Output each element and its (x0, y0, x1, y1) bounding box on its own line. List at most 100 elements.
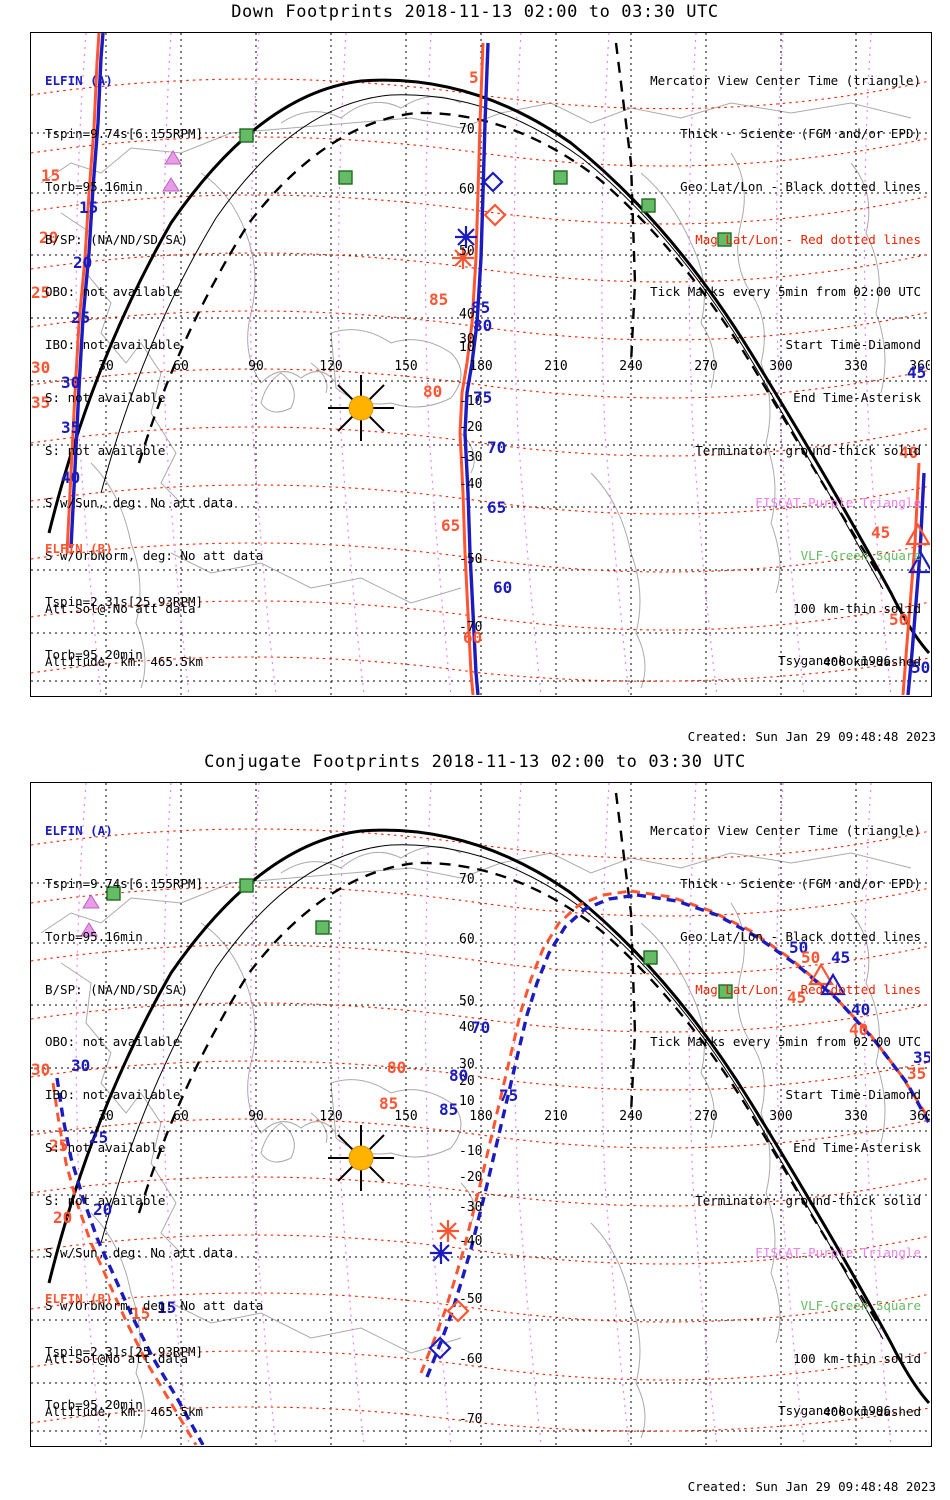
panel-title: Conjugate Footprints 2018-11-13 02:00 to… (204, 752, 746, 772)
svg-text:40: 40 (851, 1000, 870, 1019)
legend-block: Mercator View Center Time (triangle) Thi… (650, 37, 921, 696)
svg-text:45: 45 (871, 523, 890, 542)
center-triangle-a (908, 550, 930, 574)
track-elfin-b-mid (458, 42, 485, 695)
svg-text:25: 25 (89, 1128, 108, 1147)
center-triangle-b (808, 962, 834, 986)
legend-item-10: 100 km-thin solid (793, 1351, 921, 1366)
svg-text:45: 45 (831, 948, 850, 967)
legend-item-9: VLF-Green Square (800, 548, 921, 564)
model-label: Tsyganenko-1996 (778, 1403, 891, 1418)
svg-text:360: 360 (909, 359, 930, 374)
svg-text:45: 45 (907, 363, 926, 382)
mag-graticule (31, 78, 930, 682)
elfin-a-line-8: S w/OrbNorm, deg: No att data (45, 548, 264, 564)
svg-text:30: 30 (31, 358, 50, 377)
svg-text:150: 150 (394, 359, 417, 374)
panel-conjugate-footprints: Conjugate Footprints 2018-11-13 02:00 to… (0, 750, 950, 1500)
legend-item-1: Thick - Science (FGM and/or EPD) (680, 125, 921, 141)
legend-item-6: End Time-Asterisk (793, 389, 921, 405)
svg-text:35: 35 (31, 393, 50, 412)
svg-text:330: 330 (844, 359, 867, 374)
elfin-a-line-7: S w/Sun, deg: No att data (45, 495, 234, 511)
svg-text:10: 10 (459, 340, 475, 355)
svg-text:40: 40 (459, 1020, 475, 1035)
elfin-a-info: ELFIN (A) Tspin=9.74s[6.155RPM] Torb=95.… (45, 787, 264, 1446)
legend-item-9: VLF-Green Square (800, 1298, 921, 1314)
track-elfin-a-mid (463, 42, 490, 695)
elfin-a-line-2: B/SP: (NA/ND/SD/SA) (45, 981, 188, 997)
svg-text:60: 60 (173, 1109, 189, 1124)
elfin-a-line-5: S: not available (45, 1139, 166, 1155)
map-canvas: 30 60 90 120 150 180 210 240 270 300 330 360 70 6… (31, 783, 930, 1445)
sun-icon (328, 375, 394, 441)
legend-item-11: 400 km-dashed (823, 1403, 921, 1419)
svg-text:75: 75 (473, 388, 492, 407)
svg-text:360: 360 (909, 1109, 930, 1124)
elfin-a-line-9: Att.Sol@:No att data (45, 601, 196, 616)
svg-text:300: 300 (769, 1109, 792, 1124)
svg-text:-10: -10 (459, 1144, 482, 1159)
vlf-icon (239, 128, 732, 247)
legend-item-8: EISCAT-Purple Triangle (755, 495, 921, 511)
map-canvas: 30 60 90 120 150 180 210 240 270 300 330 360 70 6… (31, 33, 930, 695)
svg-text:30: 30 (459, 1057, 475, 1072)
svg-text:5: 5 (469, 68, 479, 87)
svg-text:30: 30 (31, 1060, 50, 1079)
svg-text:30: 30 (459, 332, 475, 347)
svg-text:20: 20 (53, 1208, 72, 1227)
terminator-400km (137, 111, 883, 579)
svg-text:40: 40 (849, 1020, 868, 1039)
map-frame[interactable]: 30 60 90 120 150 180 210 240 270 300 330 360 70 6… (30, 782, 932, 1447)
svg-text:150: 150 (394, 1109, 417, 1124)
svg-text:25: 25 (49, 1136, 68, 1155)
svg-text:90: 90 (248, 1109, 264, 1124)
svg-text:30: 30 (98, 1109, 114, 1124)
track-elfin-b-mid (419, 889, 632, 1374)
elfin-a-line-8: S w/OrbNorm, deg: No att data (45, 1298, 264, 1314)
elfin-b-info: ELFIN (B) Tspin=2.31s[25.93RPM] Torb=95.… (45, 505, 263, 696)
svg-text:70: 70 (459, 872, 475, 887)
map-frame[interactable]: 30 60 90 120 150 180 210 240 270 300 330 360 70 6… (30, 32, 932, 697)
elfin-a-line-10: Altitude, km: 465.5km (45, 1403, 204, 1419)
svg-text:80: 80 (387, 1058, 406, 1077)
svg-text:240: 240 (619, 1109, 642, 1124)
svg-text:25: 25 (31, 283, 50, 302)
end-asterisk-a (430, 1242, 452, 1264)
created-label: Created: Sun Jan 29 09:48:48 2023 (687, 1479, 936, 1494)
elfin-b-line-0: Tspin=2.31s[25.93RPM] (45, 1343, 204, 1359)
legend-item-5: Start Time-Diamond (785, 337, 921, 353)
svg-text:-60: -60 (459, 1352, 482, 1367)
lon-axis-labels: 30 60 90 120 150 180 210 240 270 300 330 360 (98, 1109, 930, 1124)
svg-text:120: 120 (319, 359, 342, 374)
svg-text:70: 70 (487, 438, 506, 457)
svg-text:50: 50 (459, 244, 475, 259)
svg-text:85: 85 (439, 1100, 458, 1119)
svg-text:-40: -40 (459, 1234, 482, 1249)
elfin-a-line-0: Tspin=9.74s[6.155RPM] (45, 125, 204, 141)
terminator-ground (47, 828, 930, 1405)
elfin-a-line-3: OBO: not available (45, 1034, 181, 1050)
svg-text:60: 60 (173, 359, 189, 374)
terminator-ground (47, 78, 930, 655)
start-diamond-b (483, 203, 507, 227)
svg-text:20: 20 (459, 1074, 475, 1089)
svg-text:-30: -30 (459, 450, 482, 465)
end-asterisk-b (452, 247, 474, 269)
svg-text:80: 80 (449, 1066, 468, 1085)
elfin-a-line-7: S w/Sun, deg: No att data (45, 1245, 234, 1261)
elfin-a-line-0: Tspin=9.74s[6.155RPM] (45, 875, 204, 891)
elfin-a-line-4: IBO: not available (45, 1087, 181, 1103)
elfin-a-line-5: S: not available (45, 389, 166, 405)
svg-text:30: 30 (71, 1056, 90, 1075)
created-label: Created: Sun Jan 29 09:48:48 2023 (687, 729, 936, 744)
svg-text:45: 45 (787, 988, 806, 1007)
elfin-a-line-6: S: not available (45, 442, 166, 458)
elfin-b-info: ELFIN (B) Tspin=2.31s[25.93RPM] Torb=95.… (45, 1255, 263, 1446)
tick-labels-elfin-b: 30 25 20 15 80 85 50 45 40 35 (31, 948, 926, 1323)
svg-text:30: 30 (98, 359, 114, 374)
legend-item-6: End Time-Asterisk (793, 1139, 921, 1155)
svg-text:85: 85 (379, 1094, 398, 1113)
start-diamond-a (482, 171, 504, 193)
